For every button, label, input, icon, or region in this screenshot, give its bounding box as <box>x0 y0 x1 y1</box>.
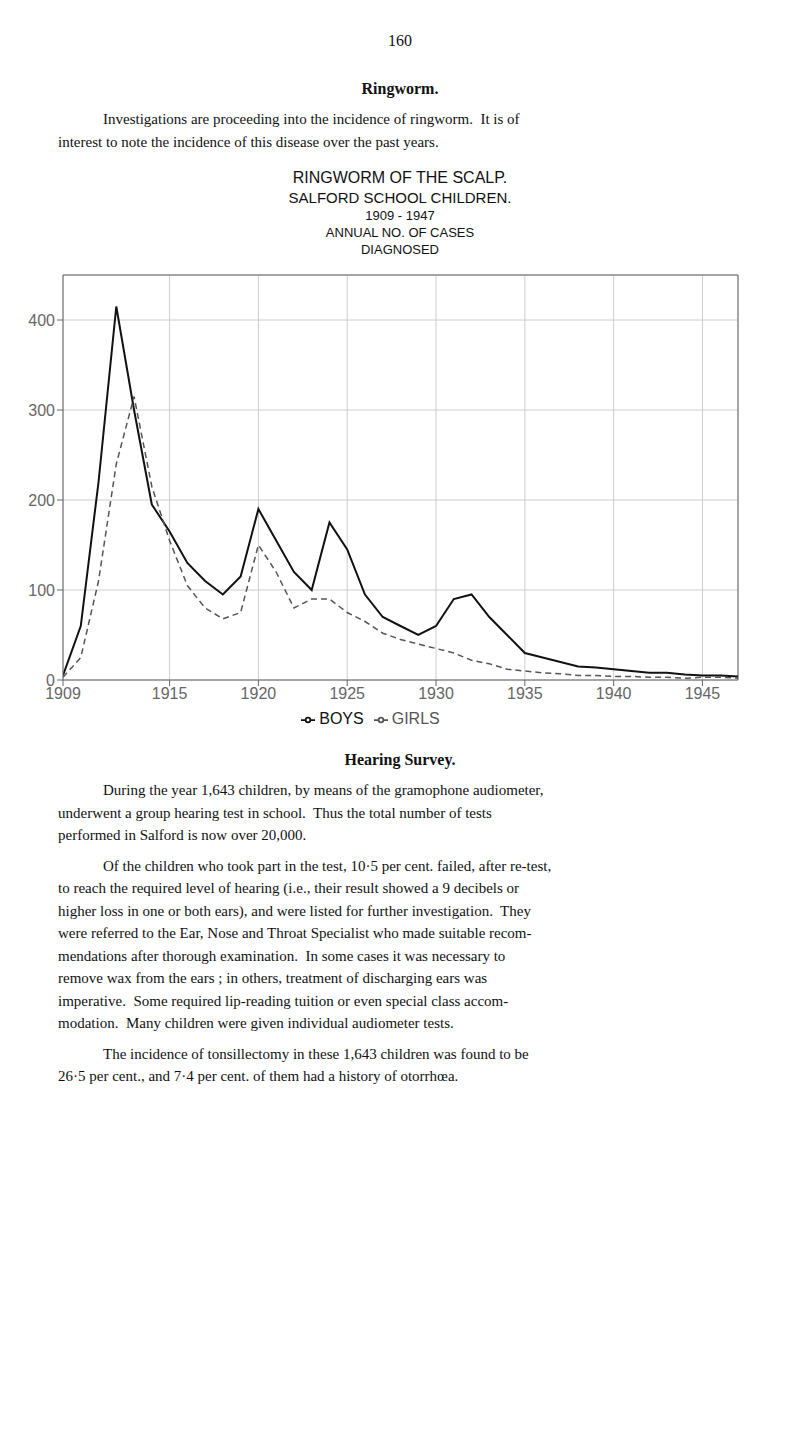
svg-text:1930: 1930 <box>418 685 454 702</box>
svg-text:1935: 1935 <box>507 685 543 702</box>
html-text:160: 160 <box>388 32 412 49</box>
svg-text:1915: 1915 <box>152 685 188 702</box>
svg-text:1940: 1940 <box>596 685 632 702</box>
svg-text:1925: 1925 <box>329 685 365 702</box>
html-text:Hearing Survey.: Hearing Survey. <box>344 751 456 768</box>
html-text:DIAGNOSED: DIAGNOSED <box>361 242 439 257</box>
html-text:1909 - 1947: 1909 - 1947 <box>365 208 435 223</box>
html-text:Investigations are proceeding: Investigations are proceeding into the i… <box>58 111 520 150</box>
html-text:The incidence of tonsillectomy: The incidence of tonsillectomy in these … <box>58 1045 529 1084</box>
html-text:During the year 1,643 children: During the year 1,643 children, by means… <box>58 782 544 843</box>
svg-text:300: 300 <box>28 402 55 419</box>
svg-text:100: 100 <box>28 582 55 599</box>
svg-text:200: 200 <box>28 492 55 509</box>
svg-text:1909: 1909 <box>45 685 81 703</box>
html-text:RINGWORM OF THE SCALP.: RINGWORM OF THE SCALP. <box>292 169 508 186</box>
html-text:Ringworm.: Ringworm. <box>361 80 439 97</box>
svg-text:0: 0 <box>46 672 55 689</box>
svg-text:1945: 1945 <box>685 685 721 702</box>
svg-text:400: 400 <box>28 312 55 329</box>
html-text:Of the children who took part: Of the children who took part in the tes… <box>58 857 552 1031</box>
html-text:ANNUAL NO. OF CASES: ANNUAL NO. OF CASES <box>325 225 475 240</box>
html-text:BOYS: BOYS <box>319 710 364 727</box>
html-text:GIRLS: GIRLS <box>391 710 440 727</box>
svg-text:1920: 1920 <box>241 685 277 702</box>
html-text:SALFORD SCHOOL CHILDREN.: SALFORD SCHOOL CHILDREN. <box>288 189 512 206</box>
